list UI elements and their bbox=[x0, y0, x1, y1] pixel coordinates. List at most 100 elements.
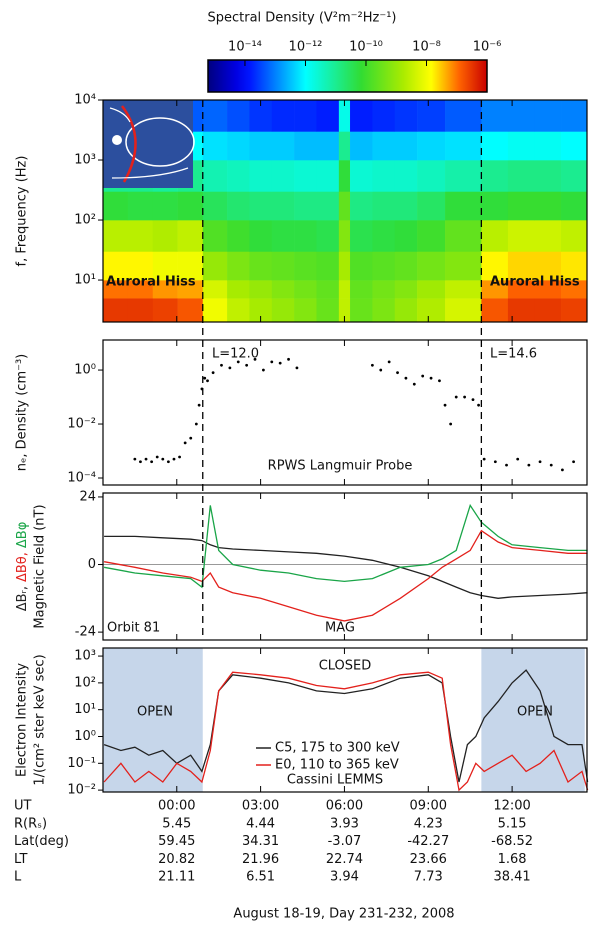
spectrogram-cell bbox=[338, 160, 351, 192]
spectrogram-cell bbox=[561, 100, 588, 132]
density-point bbox=[538, 460, 542, 464]
colorbar-tick-label: 10⁻¹⁴ bbox=[228, 40, 262, 55]
y-tick-label: 10⁻² bbox=[67, 783, 96, 798]
density-point bbox=[471, 398, 475, 402]
cell: 22.74 bbox=[326, 852, 363, 867]
spectrogram-cell bbox=[249, 251, 273, 281]
annotation: MAG bbox=[325, 621, 355, 636]
spectrogram-cell bbox=[445, 131, 482, 161]
density-point bbox=[404, 376, 408, 380]
annotation: Cassini LEMMS bbox=[287, 773, 383, 788]
spectrogram-cell bbox=[338, 100, 351, 132]
annotation: L=12.0 bbox=[212, 347, 259, 362]
spectrogram-cell bbox=[417, 298, 446, 323]
cell: -42.27 bbox=[407, 834, 449, 849]
cell: 5.15 bbox=[498, 816, 527, 831]
spectrogram-cell bbox=[316, 298, 340, 323]
density-point bbox=[166, 460, 170, 464]
plot-frame bbox=[102, 99, 588, 323]
spectrogram-cell bbox=[561, 220, 588, 252]
y-axis-label: 1/(cm² ster keV sec) bbox=[33, 654, 48, 785]
cell: 00:00 bbox=[158, 799, 195, 814]
series-line bbox=[103, 671, 589, 792]
density-point bbox=[211, 371, 215, 375]
y-axis-legend: ΔBᵣ, ΔBθ, ΔBφ bbox=[15, 522, 30, 612]
spectrogram-cell bbox=[372, 100, 396, 132]
legend-entry: ΔBᵣ, bbox=[15, 586, 30, 611]
spectrogram-cell bbox=[445, 160, 482, 192]
spectrogram-cell bbox=[316, 100, 340, 132]
y-axis-label: nₑ, Density (cm⁻³) bbox=[15, 354, 30, 472]
annotation: OPEN bbox=[517, 705, 553, 720]
cell: 38.41 bbox=[493, 870, 530, 885]
spectrogram-cell bbox=[394, 251, 418, 281]
spectrogram-cell bbox=[249, 191, 273, 221]
inset-trajectory bbox=[109, 107, 189, 179]
series-line bbox=[103, 529, 588, 622]
y-tick-label: 10⁻² bbox=[67, 417, 96, 432]
plot-frame bbox=[102, 647, 588, 793]
cell: 59.45 bbox=[158, 834, 195, 849]
density-point bbox=[253, 357, 257, 361]
density-point bbox=[144, 457, 148, 461]
cell: 23.66 bbox=[410, 852, 447, 867]
density-point bbox=[505, 463, 508, 467]
colorbar-tick-label: 10⁻¹² bbox=[289, 40, 323, 55]
density-point bbox=[262, 368, 265, 372]
density-point bbox=[549, 463, 553, 467]
spectrogram-cell bbox=[271, 280, 295, 299]
cell: 6.51 bbox=[246, 870, 275, 885]
spectrogram-cell bbox=[202, 220, 228, 252]
cell: 03:00 bbox=[242, 799, 279, 814]
spectrogram-cell bbox=[561, 131, 588, 161]
y-tick-label: 10¹ bbox=[74, 273, 96, 288]
spectrogram-cell bbox=[534, 251, 562, 281]
density-point bbox=[183, 441, 187, 445]
spectrogram-cell bbox=[127, 280, 154, 299]
spectrogram-cell bbox=[372, 131, 396, 161]
spectrogram-cell bbox=[350, 251, 373, 281]
density-point bbox=[155, 455, 159, 459]
cell: 7.73 bbox=[414, 870, 443, 885]
spectrogram-cell bbox=[271, 131, 295, 161]
spectrogram-cell bbox=[350, 191, 373, 221]
density-point bbox=[516, 457, 520, 461]
spectrogram-cell bbox=[372, 160, 396, 192]
spectrogram-cell bbox=[271, 191, 295, 221]
density-point bbox=[421, 374, 425, 378]
density-point bbox=[236, 360, 240, 364]
spectrogram-cell bbox=[394, 160, 418, 192]
spectrogram-cell bbox=[394, 220, 418, 252]
spectrogram-cell bbox=[177, 280, 204, 299]
spectrogram-cell bbox=[202, 298, 228, 323]
density-point bbox=[561, 468, 564, 472]
spectrogram-cell bbox=[103, 251, 129, 281]
density-point bbox=[429, 376, 433, 380]
spectrogram-cell bbox=[534, 191, 562, 221]
spectrogram-cell bbox=[202, 251, 228, 281]
spectrogram-cell bbox=[507, 251, 535, 281]
colorbar-tick-label: 10⁻¹⁰ bbox=[349, 40, 383, 55]
density-point bbox=[197, 403, 201, 407]
spectrogram-cell bbox=[372, 280, 396, 299]
spectrogram-cell bbox=[372, 191, 396, 221]
cell: 12:00 bbox=[493, 799, 530, 814]
spectrogram-cell bbox=[127, 298, 154, 323]
density-point bbox=[270, 360, 274, 364]
annotation: RPWS Langmuir Probe bbox=[268, 459, 413, 474]
spectrogram-cell bbox=[481, 191, 509, 221]
density-point bbox=[150, 460, 154, 464]
spectrogram-cell bbox=[152, 280, 178, 299]
legend-entry: C5, 175 to 300 keV bbox=[275, 741, 400, 756]
spectrogram-cell bbox=[417, 191, 446, 221]
density-point bbox=[161, 457, 165, 461]
density-point bbox=[295, 366, 299, 370]
row-label: UT bbox=[14, 799, 32, 814]
spectrogram-cell bbox=[338, 251, 351, 281]
caption: August 18-19, Day 231-232, 2008 bbox=[233, 907, 454, 922]
spectrogram-cell bbox=[271, 298, 295, 323]
density-point bbox=[379, 368, 383, 372]
density-point bbox=[189, 436, 193, 440]
spectrogram-cell bbox=[227, 160, 250, 192]
